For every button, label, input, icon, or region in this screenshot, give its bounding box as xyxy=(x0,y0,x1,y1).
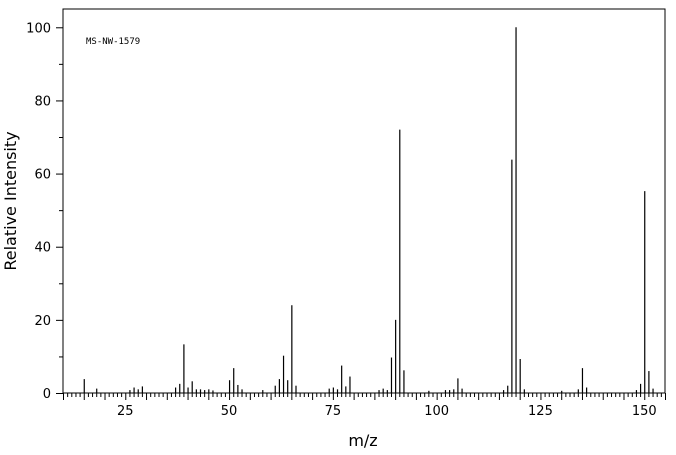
x-tick-label: 125 xyxy=(528,404,553,419)
peaks-group xyxy=(83,27,654,393)
y-axis-ticks: 0 20 40 60 80 100 xyxy=(26,21,63,402)
x-tick-label: 150 xyxy=(632,404,657,419)
y-tick-label: 0 xyxy=(43,387,51,402)
y-tick-label: 80 xyxy=(34,94,51,109)
y-tick-label: 100 xyxy=(26,21,51,36)
x-tick-label: 100 xyxy=(424,404,449,419)
y-tick-label: 40 xyxy=(34,241,51,256)
x-tick-label: 25 xyxy=(117,404,134,419)
x-axis-ticks: 25 50 75 100 125 150 xyxy=(63,393,666,419)
x-axis-label: m/z xyxy=(348,431,377,450)
y-axis-label: Relative Intensity xyxy=(1,131,20,270)
y-tick-label: 20 xyxy=(34,314,51,329)
plot-frame xyxy=(62,8,666,394)
x-tick-label: 75 xyxy=(325,404,342,419)
spectrum-id-annotation: MS-NW-1579 xyxy=(86,37,140,47)
x-tick-label: 50 xyxy=(221,404,238,419)
y-tick-label: 60 xyxy=(34,168,51,183)
